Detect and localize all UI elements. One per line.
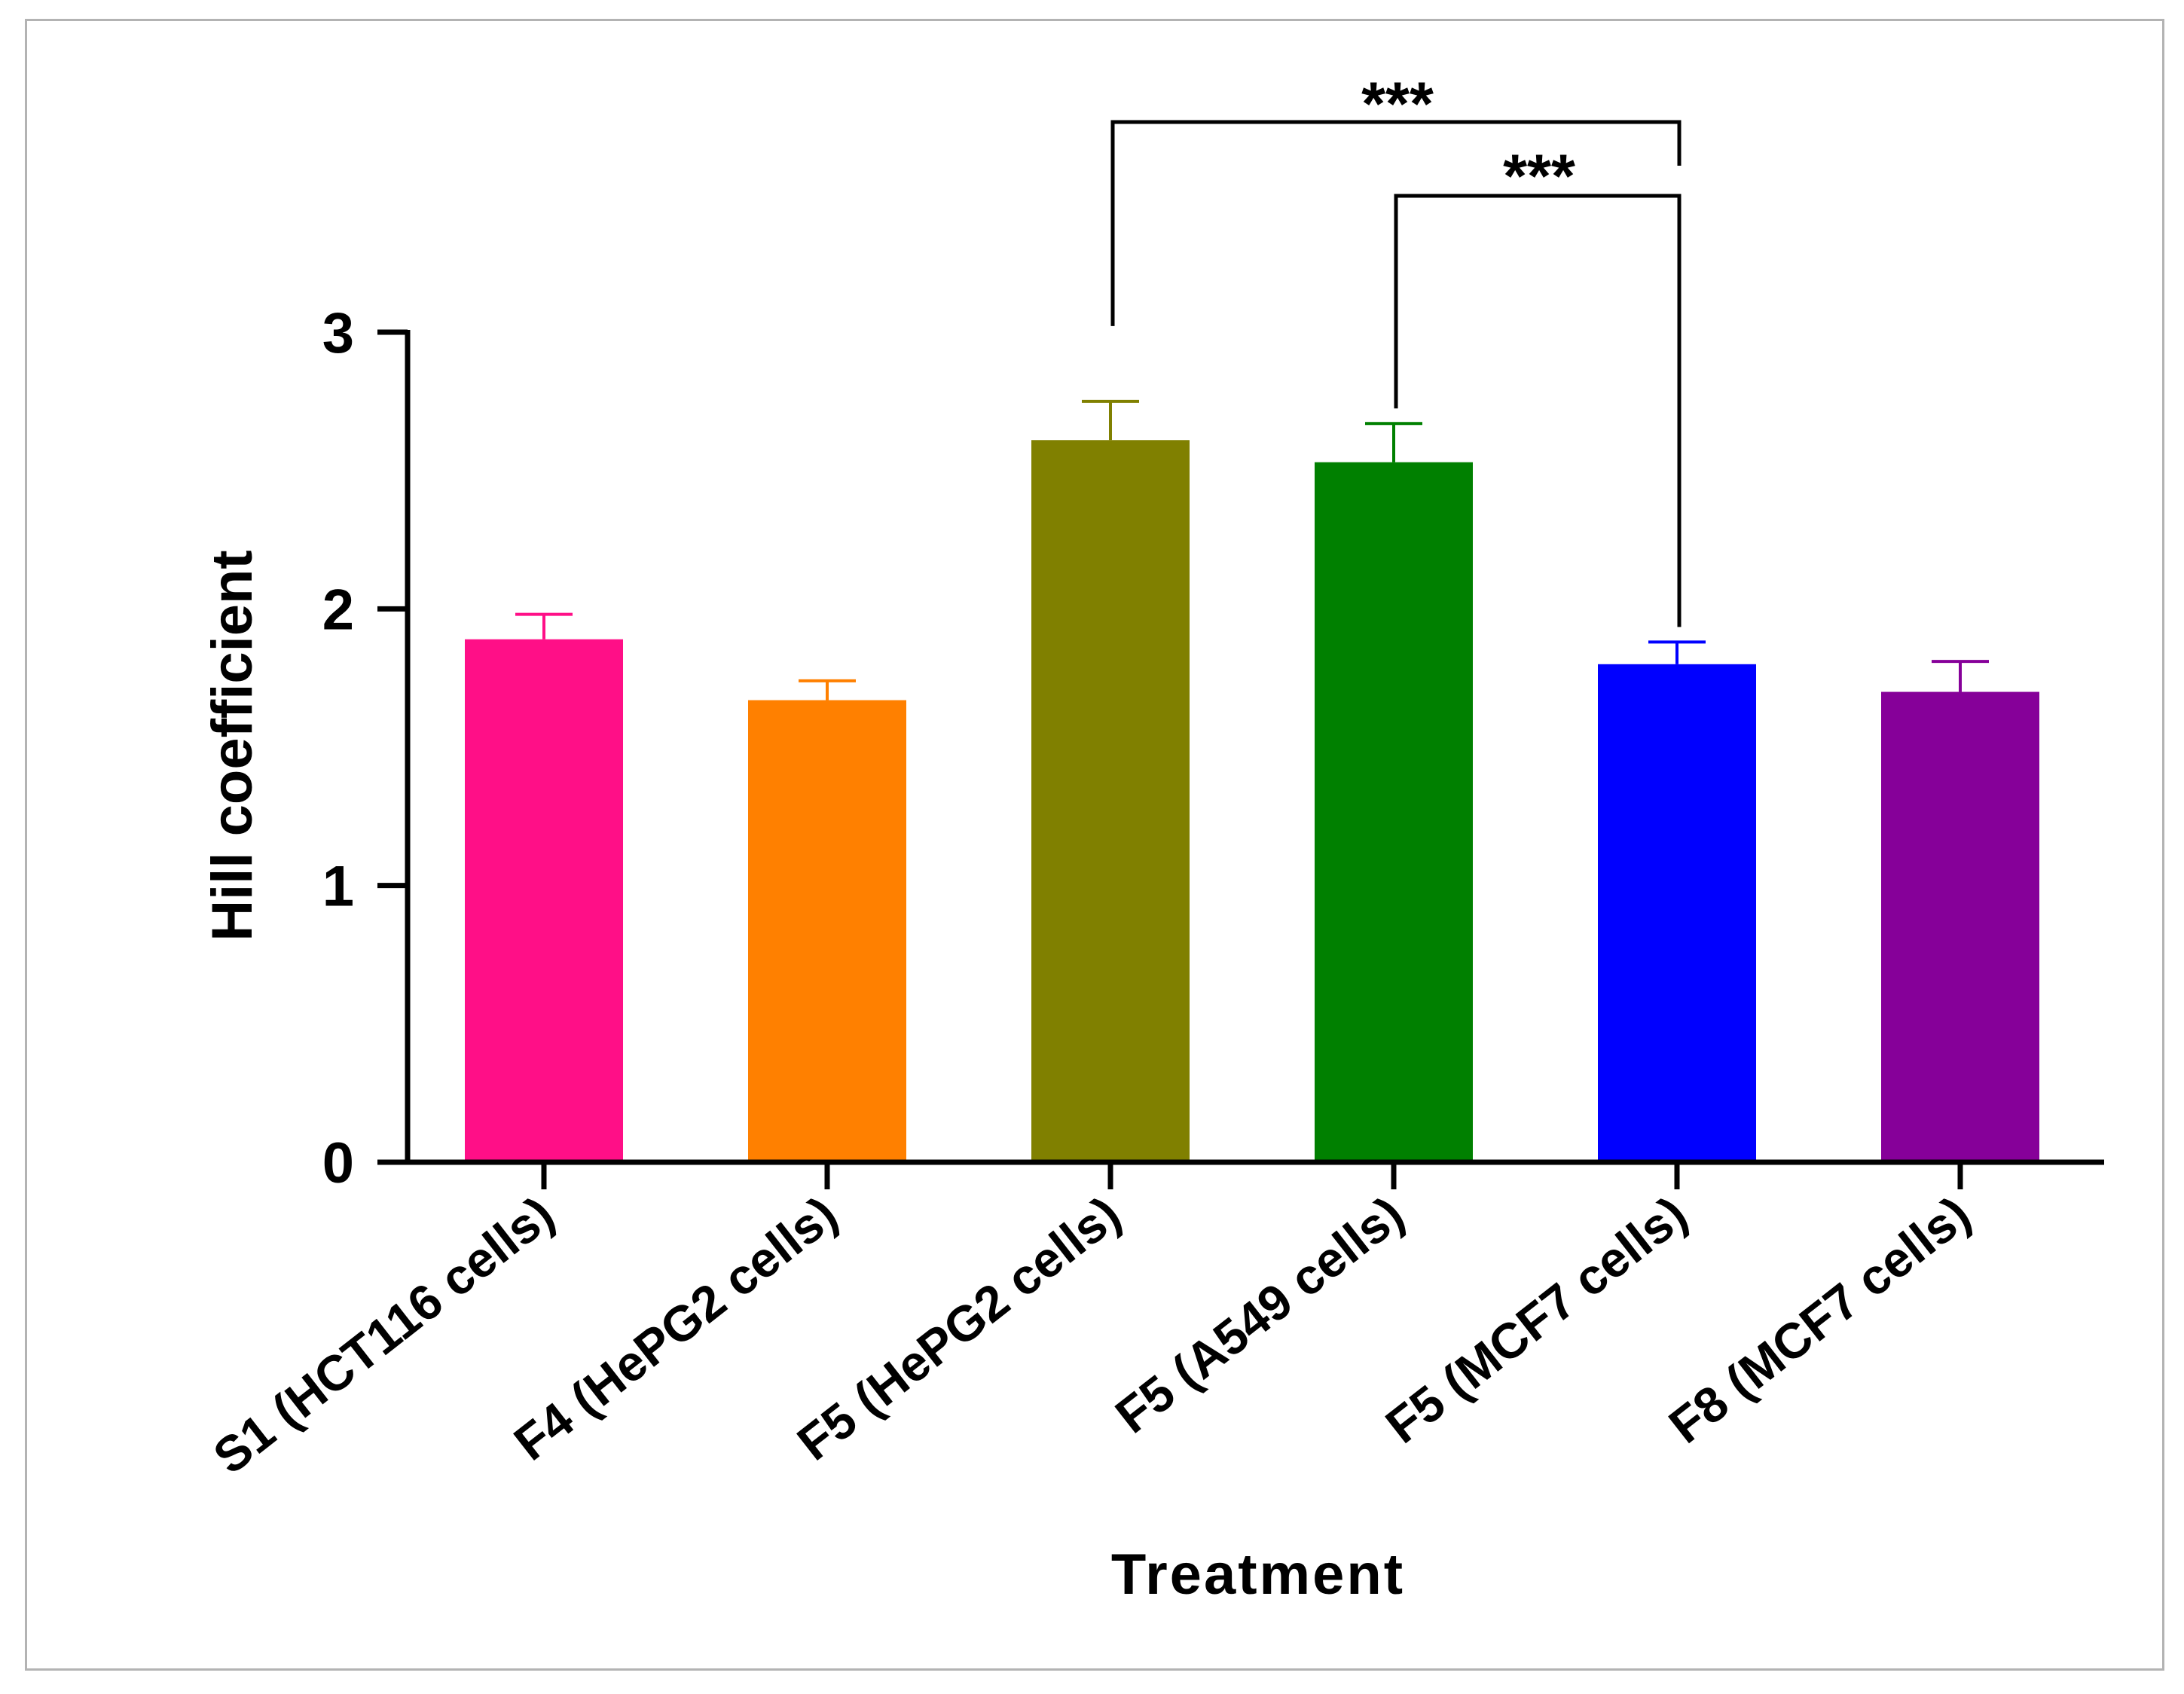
x-tick-label-4: F5 (A549 cells) — [1105, 1186, 1414, 1444]
significance-label-1: *** — [1361, 70, 1434, 139]
x-tick-label-5: F5 (MCF7 cells) — [1376, 1186, 1697, 1454]
bar-3 — [1031, 440, 1190, 1162]
bar-5 — [1598, 664, 1756, 1162]
bar-1 — [465, 639, 623, 1162]
bar-4 — [1315, 462, 1473, 1162]
y-tick-label-2: 2 — [322, 578, 354, 642]
x-tick-label-1: S1 (HCT116 cells) — [203, 1186, 564, 1485]
y-tick-label-1: 1 — [322, 855, 354, 919]
error-bars-group — [515, 399, 1989, 700]
x-axis-title: Treatment — [1111, 1543, 1405, 1607]
bars-group — [465, 440, 2039, 1162]
y-tick-label-0: 0 — [322, 1131, 354, 1195]
significance-group: *** *** — [1110, 70, 1682, 627]
bar-6 — [1881, 691, 2039, 1162]
significance-bracket-2 — [1394, 194, 1682, 627]
significance-bracket-1 — [1110, 120, 1682, 326]
y-tick-label-3: 3 — [322, 301, 354, 365]
bar-2 — [748, 700, 906, 1162]
y-axis-title: Hill coefficient — [200, 550, 264, 941]
significance-label-2: *** — [1503, 142, 1575, 211]
x-tick-label-6: F8 (MCF7 cells) — [1659, 1186, 1981, 1454]
